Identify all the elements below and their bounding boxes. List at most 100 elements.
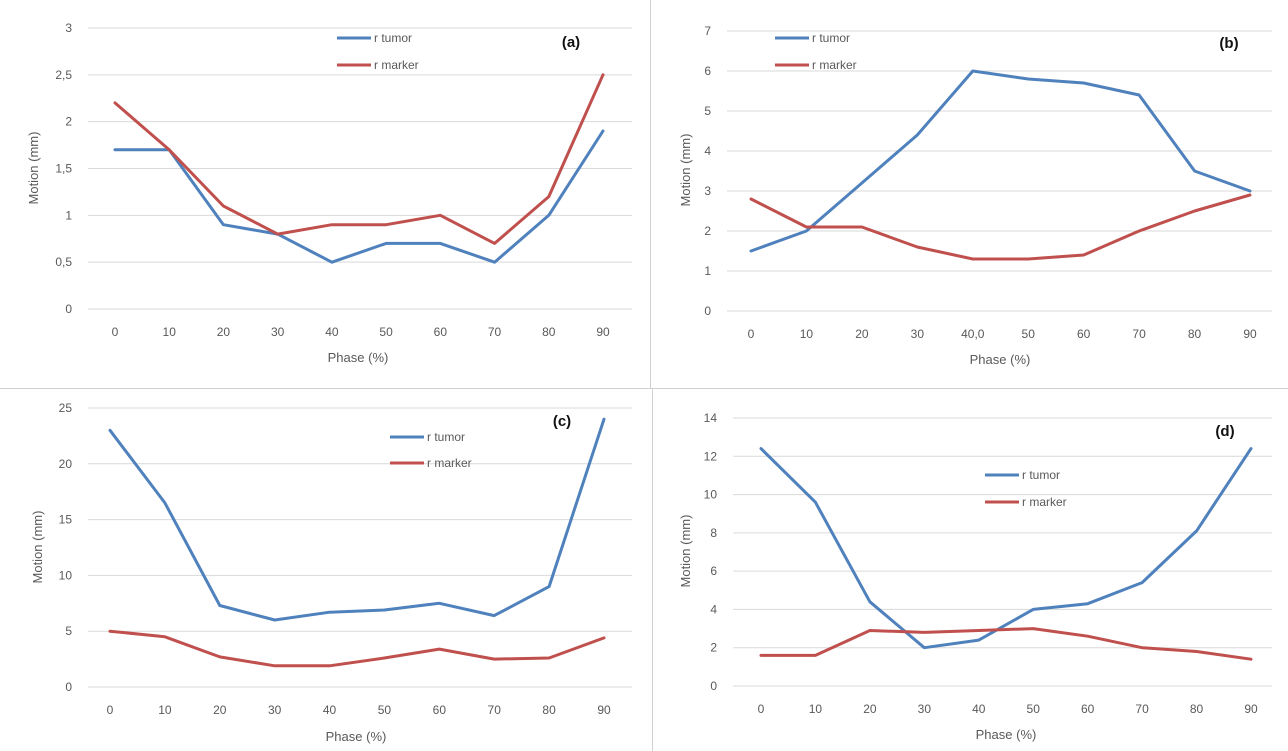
x-tick-label: 80 bbox=[542, 325, 556, 339]
x-tick-label: 60 bbox=[1081, 702, 1095, 716]
x-tick-label: 0 bbox=[112, 325, 119, 339]
y-tick-label: 12 bbox=[704, 449, 718, 463]
x-tick-label: 60 bbox=[434, 325, 448, 339]
x-axis-title: Phase (%) bbox=[326, 729, 387, 744]
y-tick-label: 4 bbox=[704, 144, 711, 158]
x-tick-label: 50 bbox=[378, 703, 392, 717]
y-axis-title: Motion (mm) bbox=[26, 132, 41, 205]
y-tick-label: 0 bbox=[65, 302, 72, 316]
y-tick-label: 4 bbox=[710, 602, 717, 616]
x-tick-label: 80 bbox=[542, 703, 556, 717]
y-tick-label: 2 bbox=[704, 224, 711, 238]
panel-label: (c) bbox=[553, 413, 571, 430]
series-line-tumor bbox=[749, 69, 1252, 253]
legend-label: r marker bbox=[1022, 495, 1067, 509]
x-tick-label: 60 bbox=[433, 703, 447, 717]
x-tick-label: 80 bbox=[1188, 327, 1202, 341]
x-tick-label: 50 bbox=[379, 325, 393, 339]
y-tick-label: 0 bbox=[704, 304, 711, 318]
chart-panel-c: 0 5 10 15 20 25 0 10 20 30 40 50 60 70 80 90 Phase (%) Mo… bbox=[30, 401, 632, 744]
y-tick-label: 1 bbox=[65, 208, 72, 222]
x-tick-label: 20 bbox=[855, 327, 869, 341]
x-tick-label: 70 bbox=[488, 325, 502, 339]
panel-label: (d) bbox=[1215, 423, 1234, 440]
series-line-marker bbox=[749, 193, 1252, 261]
x-tick-label: 10 bbox=[809, 702, 823, 716]
y-tick-label: 0,5 bbox=[55, 255, 72, 269]
legend-label: r tumor bbox=[374, 31, 412, 45]
y-tick-label: 1 bbox=[704, 264, 711, 278]
y-axis-title: Motion (mm) bbox=[30, 511, 45, 584]
panel-label: (b) bbox=[1219, 35, 1238, 52]
y-tick-label: 2 bbox=[65, 115, 72, 129]
x-tick-label: 40,0 bbox=[961, 327, 985, 341]
x-tick-label: 0 bbox=[107, 703, 114, 717]
x-tick-label: 30 bbox=[911, 327, 925, 341]
x-tick-label: 10 bbox=[163, 325, 177, 339]
x-tick-label: 70 bbox=[1135, 702, 1149, 716]
y-tick-label: 1,5 bbox=[55, 162, 72, 176]
y-tick-label: 2 bbox=[710, 641, 717, 655]
x-tick-label: 90 bbox=[597, 703, 611, 717]
y-tick-label: 0 bbox=[65, 680, 72, 694]
x-tick-label: 30 bbox=[268, 703, 282, 717]
y-tick-label: 25 bbox=[59, 401, 73, 415]
x-tick-label: 90 bbox=[1244, 702, 1258, 716]
legend-label: r tumor bbox=[812, 31, 850, 45]
series-line-tumor bbox=[108, 417, 606, 622]
legend-label: r tumor bbox=[427, 430, 465, 444]
y-tick-label: 3 bbox=[65, 21, 72, 35]
y-tick-label: 2,5 bbox=[55, 68, 72, 82]
x-tick-label: 40 bbox=[972, 702, 986, 716]
y-tick-label: 8 bbox=[710, 526, 717, 540]
x-tick-label: 90 bbox=[596, 325, 610, 339]
x-tick-label: 50 bbox=[1022, 327, 1036, 341]
y-tick-label: 15 bbox=[59, 513, 73, 527]
legend-label: r marker bbox=[427, 456, 472, 470]
horizontal-panel-divider bbox=[0, 388, 1288, 389]
legend-label: r marker bbox=[812, 58, 857, 72]
x-tick-label: 40 bbox=[323, 703, 337, 717]
x-tick-label: 30 bbox=[271, 325, 285, 339]
y-tick-label: 0 bbox=[710, 679, 717, 693]
x-tick-label: 70 bbox=[1132, 327, 1146, 341]
y-axis-title: Motion (mm) bbox=[678, 515, 693, 588]
y-tick-label: 5 bbox=[704, 104, 711, 118]
x-tick-label: 30 bbox=[918, 702, 932, 716]
y-tick-label: 6 bbox=[710, 564, 717, 578]
y-tick-label: 20 bbox=[59, 457, 73, 471]
x-tick-label: 80 bbox=[1190, 702, 1204, 716]
x-tick-label: 50 bbox=[1027, 702, 1041, 716]
y-tick-label: 3 bbox=[704, 184, 711, 198]
x-tick-label: 20 bbox=[217, 325, 231, 339]
vertical-panel-divider-lower bbox=[652, 388, 653, 751]
series-line-marker bbox=[759, 627, 1253, 661]
legend-label: r tumor bbox=[1022, 468, 1060, 482]
series-line-marker bbox=[113, 73, 605, 245]
x-tick-label: 90 bbox=[1243, 327, 1257, 341]
x-axis-title: Phase (%) bbox=[970, 352, 1031, 367]
y-tick-label: 14 bbox=[704, 411, 718, 425]
x-axis-title: Phase (%) bbox=[328, 350, 389, 365]
series-line-tumor bbox=[113, 129, 605, 264]
y-tick-label: 7 bbox=[704, 24, 711, 38]
series-line-tumor bbox=[759, 447, 1253, 650]
y-tick-label: 5 bbox=[65, 624, 72, 638]
x-tick-label: 10 bbox=[800, 327, 814, 341]
x-tick-label: 20 bbox=[863, 702, 877, 716]
y-tick-label: 6 bbox=[704, 64, 711, 78]
series-line-marker bbox=[108, 629, 606, 668]
y-tick-label: 10 bbox=[59, 568, 73, 582]
x-axis-title: Phase (%) bbox=[976, 727, 1037, 742]
x-tick-label: 60 bbox=[1077, 327, 1091, 341]
chart-panel-d: 0 2 4 6 8 10 12 14 0 10 20 30 40 50 60 70 80 90 Phase (%) M… bbox=[678, 411, 1272, 742]
y-axis-title: Motion (mm) bbox=[678, 134, 693, 207]
y-tick-label: 10 bbox=[704, 488, 718, 502]
x-tick-label: 10 bbox=[158, 703, 172, 717]
x-tick-label: 20 bbox=[213, 703, 227, 717]
x-tick-label: 0 bbox=[758, 702, 765, 716]
vertical-panel-divider bbox=[650, 0, 651, 388]
legend-label: r marker bbox=[374, 58, 419, 72]
